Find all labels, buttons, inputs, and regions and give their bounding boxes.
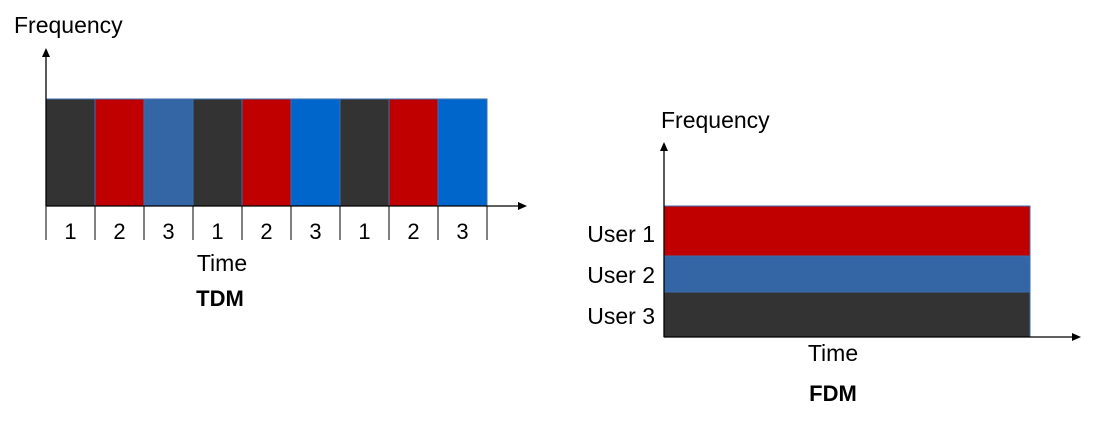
fdm-x-axis-label: Time <box>808 340 858 366</box>
fdm-band <box>663 255 1031 293</box>
tdm-tick-label: 1 <box>358 219 370 244</box>
tdm-tick-label: 3 <box>309 219 321 244</box>
tdm-diagram: Frequency 1 2 3 1 2 3 1 2 3 Time TDM <box>14 12 527 311</box>
tdm-tick-label: 1 <box>211 219 223 244</box>
fdm-y-axis-arrow-icon <box>660 142 668 151</box>
tdm-slot <box>388 98 439 207</box>
fdm-y-axis-label: Frequency <box>661 107 770 133</box>
fdm-band-label: User 1 <box>587 221 655 247</box>
tdm-tick-label: 2 <box>113 219 125 244</box>
tdm-tick-label: 1 <box>64 219 76 244</box>
fdm-band-label: User 2 <box>587 262 655 288</box>
fdm-caption: FDM <box>809 381 857 406</box>
tdm-tick-marks <box>45 206 488 240</box>
tdm-y-axis-label: Frequency <box>14 12 123 38</box>
tdm-slot <box>94 98 145 207</box>
tdm-x-axis-label: Time <box>197 250 247 276</box>
tdm-tick-label: 2 <box>407 219 419 244</box>
fdm-band <box>663 291 1031 338</box>
tdm-tick-label: 3 <box>456 219 468 244</box>
fdm-bands <box>663 205 1031 338</box>
tdm-slot <box>192 98 243 207</box>
tdm-slot <box>290 98 341 207</box>
fdm-band-labels: User 1 User 2 User 3 <box>587 221 655 329</box>
fdm-diagram: Frequency User 1 User 2 User 3 Time FDM <box>587 107 1081 406</box>
fdm-band-label: User 3 <box>587 303 655 329</box>
tdm-y-axis-arrow-icon <box>42 48 50 57</box>
tdm-x-axis-arrow-icon <box>518 202 527 210</box>
tdm-slot <box>143 98 194 207</box>
tdm-slot <box>437 98 488 207</box>
tdm-slot <box>45 98 96 207</box>
tdm-slots <box>45 98 488 207</box>
fdm-band <box>663 205 1031 257</box>
tdm-tick-labels: 1 2 3 1 2 3 1 2 3 <box>64 219 468 244</box>
tdm-slot <box>339 98 390 207</box>
tdm-tick-label: 2 <box>260 219 272 244</box>
tdm-caption: TDM <box>196 286 244 311</box>
tdm-slot <box>241 98 292 207</box>
tdm-tick-label: 3 <box>162 219 174 244</box>
fdm-x-axis-arrow-icon <box>1072 333 1081 341</box>
